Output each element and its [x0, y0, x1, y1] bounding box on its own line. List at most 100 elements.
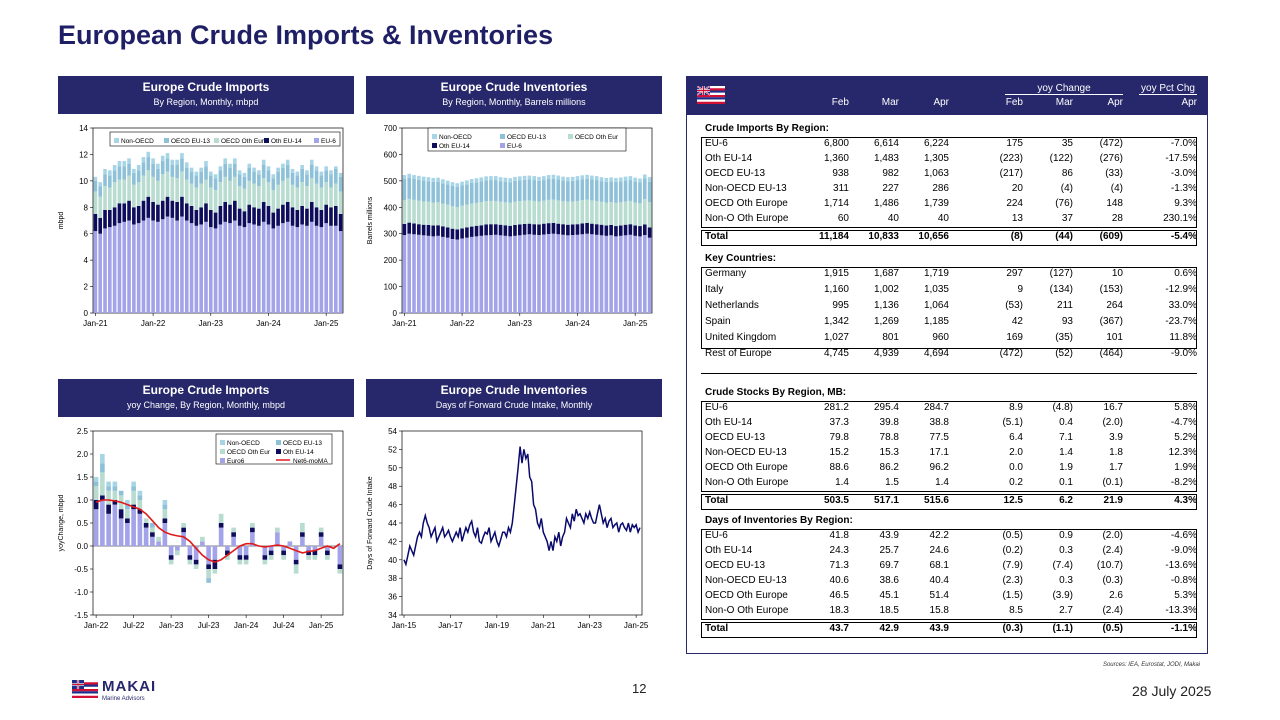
bar-segment: [594, 224, 599, 235]
bar-segment: [633, 181, 637, 203]
bar-segment: [117, 179, 122, 204]
bar-segment: [223, 158, 228, 164]
bar-segment: [522, 234, 527, 313]
bar-segment: [618, 177, 623, 182]
cell-value: 0.1: [1059, 477, 1073, 488]
bar-segment: [151, 158, 155, 164]
y-tick-label: 12: [79, 150, 88, 159]
bar-segment: [314, 166, 319, 171]
cell-value: 0.4: [1059, 417, 1073, 428]
bar-segment: [324, 182, 328, 205]
bar-segment: [150, 527, 155, 533]
bar-segment: [421, 180, 426, 202]
bar-segment: [306, 550, 311, 556]
cell-value: 38.8: [929, 417, 949, 428]
bar-segment: [647, 237, 652, 313]
bar-segment: [112, 225, 117, 313]
y-tick-label: 300: [384, 230, 398, 239]
y-tick-label: 8: [84, 203, 89, 212]
bar-segment: [213, 174, 218, 179]
bar-segment: [228, 163, 232, 168]
bar-segment: [551, 233, 556, 313]
bar-segment: [143, 523, 149, 528]
bar-segment: [312, 555, 318, 560]
bar-segment: [542, 223, 546, 235]
bar-segment: [469, 226, 474, 237]
bar-segment: [338, 172, 343, 177]
bar-segment: [106, 490, 111, 505]
x-tick-label: Jan-22: [450, 319, 475, 328]
cell-value: (53): [1005, 300, 1023, 311]
bar-segment: [431, 177, 436, 182]
cell-value: 1.9: [1059, 462, 1073, 473]
bar-segment: [266, 205, 271, 225]
table-row: EU-6 281.2 295.4 284.7 8.9 (4.8) 16.7 5.8%: [701, 401, 1197, 416]
bar-segment: [426, 201, 431, 225]
chart-title: Europe Crude Inventories: [440, 383, 588, 397]
y-tick-label: 52: [388, 445, 397, 454]
bar-segment: [460, 185, 464, 206]
logo-subtitle: Marine Advisors: [102, 696, 145, 702]
bar-segment: [566, 181, 570, 202]
cell-value: (0.1): [1102, 477, 1123, 488]
bar-segment: [517, 224, 522, 236]
bar-segment: [276, 225, 280, 313]
section-box: [701, 529, 1197, 620]
col-header: Apr: [933, 97, 949, 108]
bar-segment: [542, 176, 546, 181]
bar-segment: [175, 546, 180, 551]
table-row: Non-O Oth Europe 60 40 40 13 37 28 230.1%: [701, 212, 1197, 227]
cell-value: 12.5: [1003, 495, 1023, 506]
cell-value: 33.0%: [1168, 300, 1197, 311]
bar-segment: [318, 527, 324, 533]
bar-segment: [407, 177, 412, 199]
bar-segment: [474, 236, 479, 313]
legend-swatch: [264, 138, 269, 143]
bar-segment: [517, 201, 522, 225]
bar-segment: [638, 226, 642, 237]
bar-segment: [206, 546, 211, 565]
bar-segment: [513, 235, 517, 313]
legend-swatch: [220, 458, 225, 463]
bar-segment: [117, 203, 122, 224]
section-title: Key Countries:: [705, 253, 777, 264]
bar-segment: [218, 224, 223, 313]
table-row: Non-OECD EU-13 15.2 15.3 17.1 2.0 1.4 1.8 12.3%: [701, 446, 1197, 461]
y-tick-label: 48: [388, 482, 397, 491]
bar-segment: [132, 207, 136, 225]
bar-segment: [436, 225, 440, 236]
y-tick-label: 44: [388, 519, 397, 528]
bar-segment: [93, 481, 99, 487]
bar-segment: [508, 182, 512, 203]
bar-segment: [513, 201, 517, 225]
section-box: [701, 137, 1197, 228]
cell-value: 4,939: [873, 348, 899, 359]
bar-segment: [445, 180, 450, 185]
bar-segment: [489, 180, 493, 201]
bar-segment: [170, 165, 175, 177]
bar-segment: [156, 541, 161, 546]
bar-segment: [484, 176, 488, 181]
cell-value: -5.4%: [1170, 231, 1197, 242]
bar-segment: [604, 225, 609, 236]
row-label: Total: [705, 495, 729, 506]
bar-segment: [319, 187, 324, 210]
bar-segment: [465, 180, 469, 185]
bar-segment: [250, 523, 255, 528]
cell-value: 1,915: [823, 268, 849, 279]
cell-value: (5.1): [1002, 417, 1023, 428]
bar-segment: [570, 176, 575, 181]
bar-segment: [575, 224, 580, 235]
cell-value: (8): [1010, 231, 1023, 242]
bar-segment: [580, 234, 585, 313]
bar-segment: [421, 235, 426, 313]
bar-segment: [156, 204, 160, 222]
bar-segment: [160, 219, 165, 313]
cell-value: (134): [1049, 284, 1073, 295]
x-tick-label: Jul-22: [123, 621, 145, 630]
bar-segment: [242, 211, 247, 228]
logo-flag-icon: [72, 680, 98, 698]
bar-segment: [609, 202, 613, 225]
cell-value: (2.0): [1102, 530, 1123, 541]
bar-segment: [213, 228, 218, 313]
